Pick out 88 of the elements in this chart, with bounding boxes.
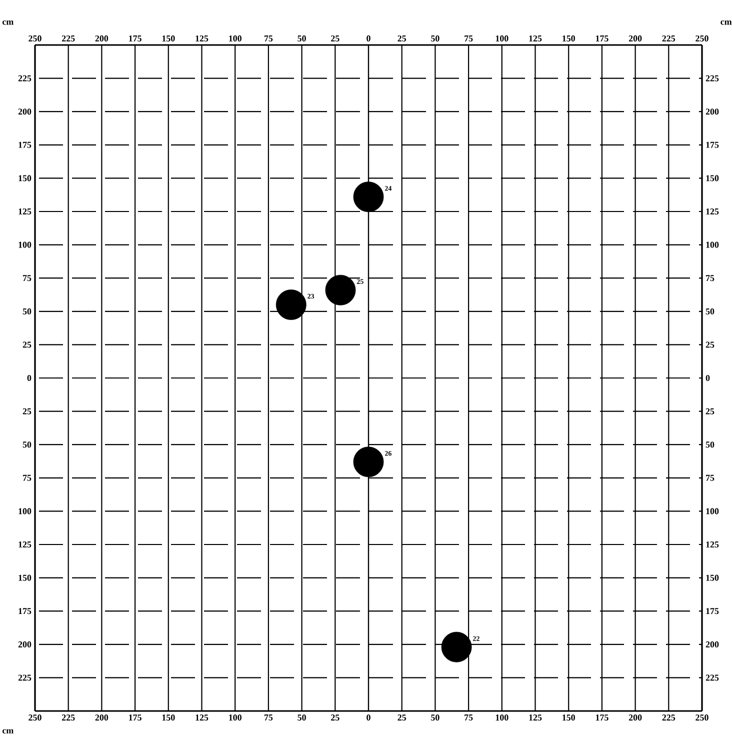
x-tick-label: 100 (229, 714, 242, 721)
x-tick-label: 0 (366, 714, 370, 721)
y2-tick-label: 50 (706, 308, 714, 314)
y2-tick-label: 175 (706, 608, 719, 614)
x2-tick-label: 250 (28, 35, 42, 42)
y2-tick-label: 200 (706, 108, 719, 115)
x2-tick-label: 125 (529, 35, 542, 42)
x2-tick-label: 100 (496, 35, 508, 42)
x2-tick-label: 175 (596, 35, 608, 42)
x-tick-label: 50 (298, 714, 306, 721)
x2-tick-label: 175 (129, 35, 142, 42)
x-tick-label: 250 (28, 714, 42, 721)
y-tick-label: 25 (22, 408, 32, 414)
point (353, 446, 384, 478)
y2-tick-label: 0 (706, 374, 710, 382)
y2-tick-label: 150 (706, 574, 719, 581)
x-tick-label: 25 (398, 714, 406, 721)
y2-tick-label: 225 (706, 75, 719, 82)
x-tick-label: 125 (196, 714, 208, 721)
y-tick-label: 100 (18, 242, 32, 248)
point (353, 182, 384, 212)
x-tick-label: 175 (596, 714, 608, 721)
y-tick-label: 50 (22, 442, 32, 448)
y-tick-label: 200 (18, 641, 32, 648)
x2-tick-label: 0 (366, 35, 370, 42)
y-tick-label: 225 (18, 75, 32, 82)
y-tick-label: 50 (22, 308, 32, 314)
x-tick-label: 125 (529, 714, 542, 721)
x2-tick-label: 25 (398, 35, 406, 42)
y-tick-label: 25 (22, 342, 32, 348)
x2-tick-label: 125 (196, 35, 208, 42)
x2-tick-label: 225 (662, 35, 676, 42)
x-tick-label: 150 (162, 714, 175, 721)
y2-tick-label: 200 (706, 641, 719, 648)
y2-tick-label: 75 (706, 275, 714, 282)
y2-tick-label: 50 (706, 442, 714, 448)
x2-tick-label: 250 (696, 35, 708, 42)
y2-axis-title: cm (720, 20, 732, 25)
y2-tick-label: 150 (706, 175, 719, 182)
y2-tick-label: 25 (706, 342, 714, 348)
x2-tick-label: 50 (431, 35, 440, 42)
x-tick-label: 200 (628, 714, 642, 721)
x-tick-label: 25 (331, 714, 340, 721)
y2-tick-label: 25 (706, 408, 714, 414)
y-tick-label: 150 (18, 175, 32, 182)
x2-tick-label: 25 (331, 35, 340, 42)
y2-tick-label: 75 (706, 474, 714, 481)
point (441, 632, 472, 662)
x-tick-label: 225 (62, 714, 75, 721)
point (276, 290, 306, 320)
x2-tick-label: 100 (229, 35, 242, 42)
y-tick-label: 200 (18, 108, 32, 115)
y2-tick-label: 225 (706, 674, 719, 681)
x-tick-label: 50 (431, 714, 440, 721)
x-tick-label: 250 (696, 714, 708, 721)
x-axis-title: cm (2, 729, 14, 734)
y2-tick-label: 125 (706, 541, 719, 548)
y-tick-label: 125 (18, 541, 32, 548)
x-tick-label: 75 (464, 714, 473, 720)
x2-tick-label: 75 (264, 36, 273, 42)
x-tick-label: 75 (264, 714, 273, 720)
x2-tick-label: 50 (298, 35, 306, 42)
x-tick-label: 200 (95, 714, 108, 721)
point (325, 274, 356, 306)
y-axis-title: cm (2, 20, 14, 25)
x2-tick-label: 150 (562, 35, 575, 42)
y-tick-label: 0 (27, 374, 32, 382)
y-tick-label: 175 (18, 608, 32, 614)
x2-tick-label: 200 (628, 35, 642, 42)
x-tick-label: 100 (496, 714, 508, 721)
y-tick-label: 125 (18, 208, 32, 215)
x2-tick-label: 225 (62, 35, 75, 42)
y2-tick-label: 175 (706, 142, 719, 148)
x2-tick-label: 75 (464, 36, 473, 42)
x2-tick-label: 200 (95, 35, 108, 42)
y2-tick-label: 100 (706, 508, 719, 514)
y-tick-label: 175 (18, 142, 32, 148)
y-tick-label: 75 (23, 275, 32, 282)
y-tick-label: 225 (18, 674, 32, 681)
y-tick-label: 150 (18, 574, 32, 581)
y-tick-label: 75 (23, 474, 32, 481)
y2-tick-label: 100 (706, 242, 719, 248)
x-tick-label: 175 (129, 714, 142, 721)
y-tick-label: 100 (18, 508, 32, 514)
x-tick-label: 225 (662, 714, 676, 721)
x2-tick-label: 150 (162, 35, 175, 42)
x-tick-label: 150 (562, 714, 575, 721)
y2-tick-label: 125 (706, 208, 719, 215)
